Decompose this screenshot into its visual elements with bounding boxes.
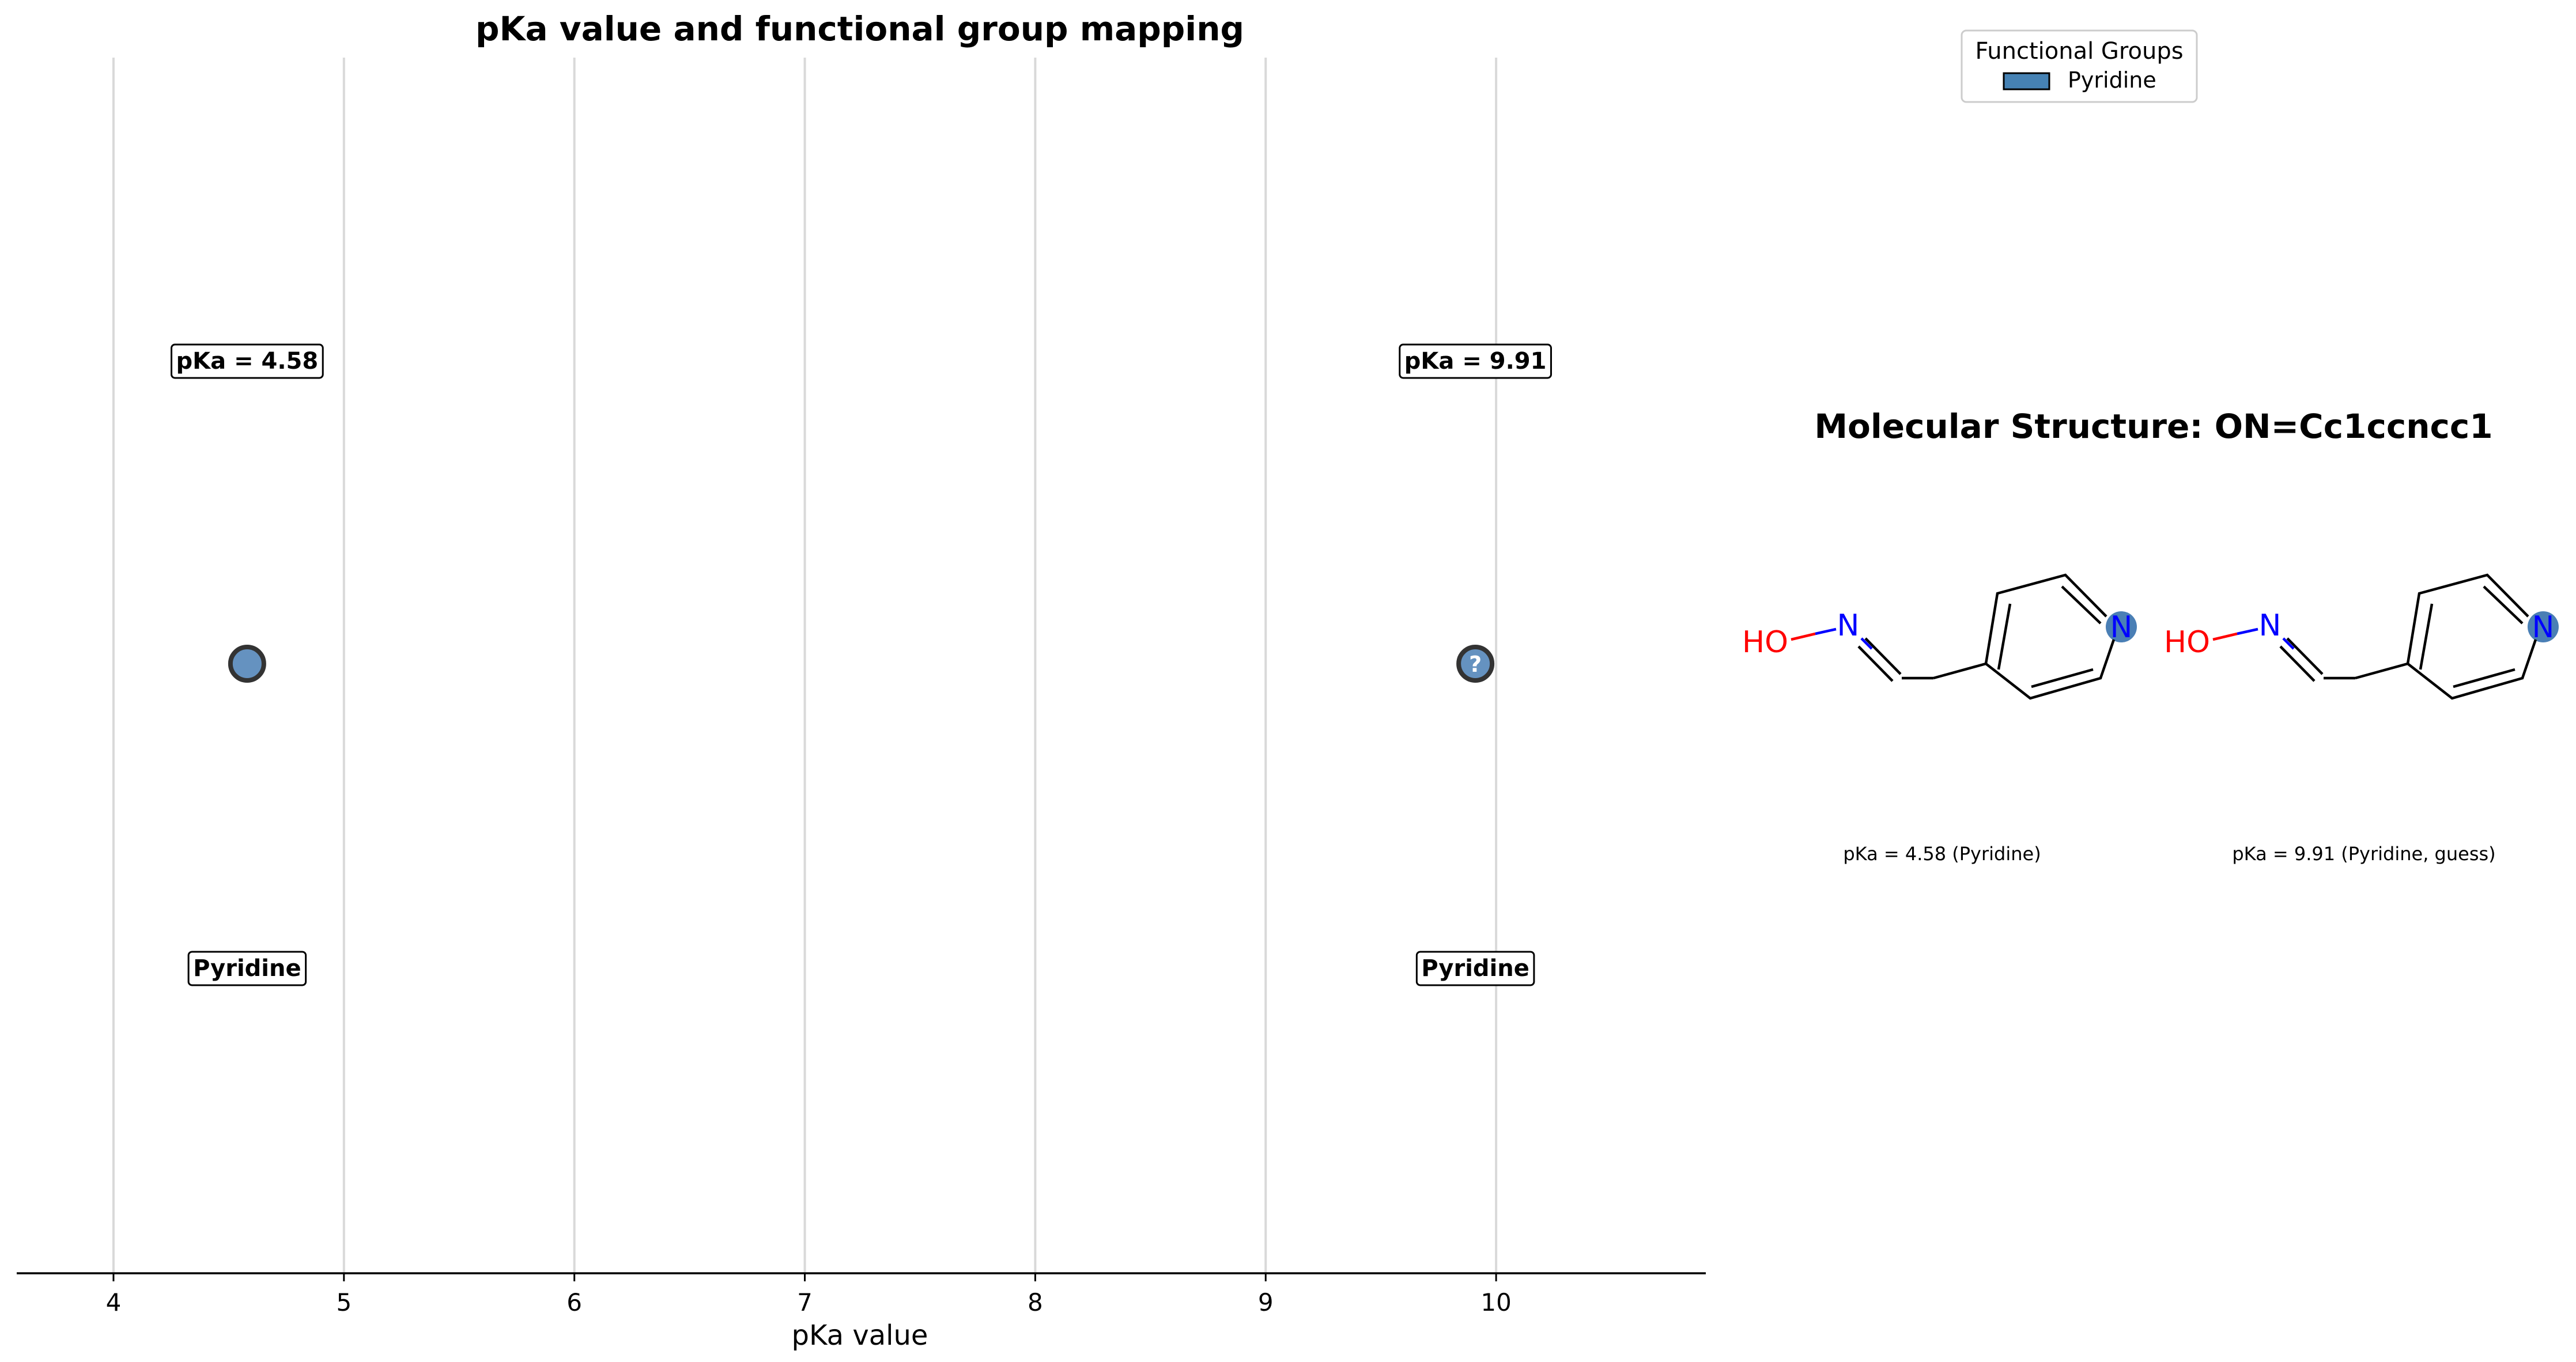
legend: Functional Groups Pyridine — [1961, 29, 2198, 103]
no-bond — [2212, 632, 2238, 641]
pka-value-label: pKa = 4.58 — [176, 348, 319, 374]
grid-lines — [112, 58, 1498, 1273]
x-tick-label: 9 — [1258, 1288, 1274, 1316]
oxime-nitrogen-label: N — [1837, 608, 1860, 643]
data-point — [1456, 645, 1495, 683]
molecule-double-bond — [2279, 637, 2324, 682]
molecule-drawing-1: HO N N — [1742, 573, 2137, 700]
data-point — [228, 645, 266, 683]
legend-swatch-pyridine — [2003, 72, 2050, 90]
molecule-drawing-2: HO N N — [2164, 573, 2559, 700]
no-bond — [1791, 632, 1816, 641]
chart-title: pKa value and functional group mapping — [475, 9, 1244, 48]
legend-entry-pyridine: Pyridine — [2068, 67, 2156, 93]
pka-value-label-box — [171, 343, 324, 379]
structure-caption-2: pKa = 9.91 (Pyridine, guess) — [2232, 843, 2495, 865]
x-tick-label: 7 — [797, 1288, 813, 1316]
group-name-label-box — [187, 951, 307, 986]
pyridine-nitrogen-highlight — [2106, 611, 2137, 642]
structure-caption-1: pKa = 4.58 (Pyridine) — [1843, 843, 2041, 865]
x-axis: 4 5 6 7 8 9 10 — [17, 1272, 1706, 1316]
group-name-label: Pyridine — [1421, 955, 1529, 982]
pyridine-nitrogen-label: N — [2532, 610, 2555, 645]
molecule-double-bond — [1857, 637, 1902, 682]
pyridine-nitrogen-label: N — [2110, 610, 2133, 645]
x-tick-label: 4 — [106, 1288, 122, 1316]
structure-title: Molecular Structure: ON=Cc1ccncc1 — [1814, 407, 2492, 446]
pyridine-nitrogen-highlight — [2528, 611, 2559, 642]
pka-value-label-box — [1399, 343, 1552, 379]
x-tick-label: 10 — [1480, 1288, 1511, 1316]
data-points: pKa = 4.58 Pyridine? pKa = 9.91 Pyridine — [171, 343, 1552, 986]
group-name-label-box — [1415, 951, 1535, 986]
x-tick-label: 6 — [566, 1288, 582, 1316]
group-name-label: Pyridine — [193, 955, 301, 982]
molecule-bonds — [1902, 573, 2116, 700]
pka-value-label: pKa = 9.91 — [1404, 348, 1547, 374]
guess-marker: ? — [1469, 652, 1482, 677]
x-tick-label: 8 — [1028, 1288, 1043, 1316]
data-point-group: ? pKa = 9.91 Pyridine — [1399, 343, 1552, 986]
hydroxyl-label: HO — [2164, 625, 2210, 660]
legend-title: Functional Groups — [1975, 38, 2183, 65]
x-axis-label: pKa value — [792, 1319, 928, 1352]
oxime-nitrogen-label: N — [2259, 608, 2282, 643]
molecule-bonds — [2324, 573, 2537, 700]
x-tick-label: 5 — [336, 1288, 352, 1316]
no-bond-nitrogen — [1815, 627, 1873, 650]
data-point-group: pKa = 4.58 Pyridine — [171, 343, 324, 986]
no-bond-nitrogen — [2237, 627, 2295, 650]
hydroxyl-label: HO — [1742, 625, 1788, 660]
